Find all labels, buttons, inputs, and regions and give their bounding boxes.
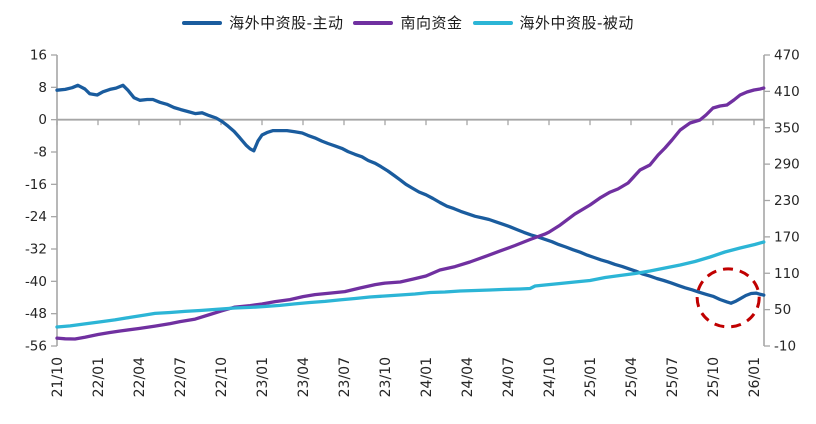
- x-axis-tick-label: 25/10: [706, 357, 722, 397]
- right-axis-tick-label: 290: [774, 157, 800, 173]
- x-axis-tick-label: 22/01: [91, 357, 107, 397]
- x-axis-tick-label: 25/04: [624, 357, 640, 397]
- right-axis-tick-label: 170: [774, 229, 800, 245]
- legend-item-overseas-active: 海外中资股-主动: [182, 12, 343, 33]
- right-axis-tick-label: 470: [774, 48, 800, 64]
- x-axis-tick-label: 23/07: [337, 357, 353, 397]
- x-axis-tick-label: 25/01: [583, 357, 599, 397]
- series-line-active: [55, 83, 766, 305]
- x-axis-tick-label: 24/01: [419, 357, 435, 397]
- x-axis-tick-label: 24/04: [460, 357, 476, 397]
- highlight-dashed-circle: [695, 267, 761, 329]
- right-axis-tick-label: -10: [774, 339, 796, 355]
- x-axis-tick-label: 22/10: [214, 357, 230, 397]
- legend-line-swatch-passive: [472, 20, 513, 25]
- x-axis-tick-label: 22/07: [173, 357, 189, 397]
- left-axis-tick-label: -48: [25, 306, 47, 322]
- legend: 海外中资股-主动 南向资金 海外中资股-被动: [0, 12, 816, 33]
- left-axis-tick-label: -40: [25, 274, 47, 290]
- right-axis-tick-label: 50: [774, 302, 791, 318]
- left-axis-tick-label: 0: [38, 112, 47, 128]
- x-axis-tick-label: 25/07: [665, 357, 681, 397]
- legend-item-southbound: 南向资金: [353, 12, 462, 33]
- left-axis-tick-label: -8: [34, 145, 47, 161]
- right-axis-tick-label: 350: [774, 120, 800, 136]
- right-axis-tick-label: 230: [774, 193, 800, 209]
- legend-item-overseas-passive: 海外中资股-被动: [472, 12, 634, 33]
- legend-label-passive: 海外中资股-被动: [519, 14, 634, 32]
- series-line-southbound: [55, 86, 766, 341]
- right-axis-tick-label: 110: [774, 266, 800, 282]
- legend-line-swatch-southbound: [353, 20, 394, 25]
- legend-label-active: 海外中资股-主动: [229, 14, 344, 32]
- legend-line-swatch-active: [182, 20, 223, 25]
- x-axis-tick-label: 23/04: [296, 357, 312, 397]
- left-axis-tick-label: -56: [25, 339, 47, 355]
- x-axis-tick-label: 26/01: [747, 357, 763, 397]
- x-axis-tick-label: 23/10: [378, 357, 394, 397]
- x-axis-tick-label: 24/07: [501, 357, 517, 397]
- left-axis-tick-label: -16: [25, 177, 47, 193]
- right-axis-tick-label: 410: [774, 84, 800, 100]
- legend-label-southbound: 南向资金: [400, 14, 463, 32]
- left-axis-tick-label: 8: [38, 80, 47, 96]
- left-axis-tick-label: -32: [25, 242, 47, 258]
- x-axis-tick-label: 24/10: [542, 357, 558, 397]
- left-axis-tick-label: 16: [30, 48, 47, 64]
- x-axis-tick-label: 23/01: [255, 357, 271, 397]
- series-line-passive: [55, 240, 766, 329]
- left-axis-tick-label: -24: [25, 209, 47, 225]
- x-axis-tick-label: 21/10: [50, 357, 66, 397]
- x-axis-tick-label: 22/04: [132, 357, 148, 397]
